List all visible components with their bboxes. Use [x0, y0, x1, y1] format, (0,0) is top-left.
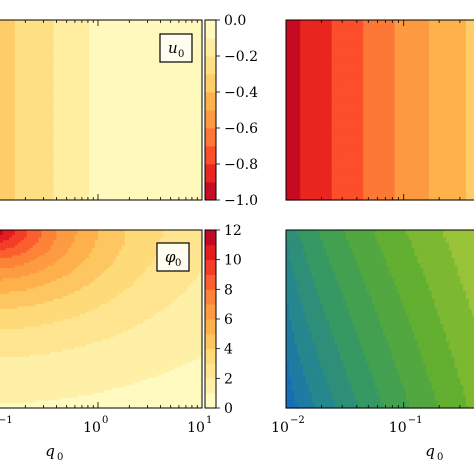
tick-exponent: 1: [206, 415, 212, 426]
panel-labels: u 0φ 0: [156, 33, 193, 272]
tick-mantissa: 10: [271, 420, 289, 436]
colorbar-band: [205, 38, 216, 57]
colorbar-band: [205, 244, 216, 261]
colorbar-tick-label: 0.0: [224, 13, 246, 29]
colorbar-frame: [204, 19, 217, 201]
plot-frame: [285, 19, 474, 201]
tick-exponent: −2: [290, 415, 305, 426]
colorbar-band: [205, 304, 216, 320]
label-text: φ: [165, 248, 176, 266]
tick-mantissa: 10: [83, 420, 101, 436]
colorbar-tick-label: 6: [224, 312, 233, 328]
colorbar-band: [205, 128, 216, 147]
colorbar-tick-label: −0.6: [224, 121, 258, 137]
colorbar-band: [205, 378, 216, 394]
colorbar-band: [205, 56, 216, 75]
colorbar-band: [205, 182, 216, 201]
colorbar-band: [205, 259, 216, 275]
tick-exponent: 0: [102, 415, 108, 426]
panel-bottom-right-contour: [285, 229, 474, 409]
colorbar-band: [205, 289, 216, 305]
colorbar-tick-label: −0.4: [224, 85, 258, 101]
colorbar-band: [205, 74, 216, 93]
tick-mantissa: 10: [389, 420, 407, 436]
colorbar-tick-label: 8: [224, 282, 233, 298]
tick-mantissa: 10: [187, 420, 205, 436]
xlabel-main: q: [425, 442, 435, 460]
colorbar-band: [205, 274, 216, 290]
colorbar-tick-label: 12: [224, 223, 242, 239]
label-text: u: [168, 39, 178, 57]
x-tick-label: 10 −2: [271, 415, 305, 436]
colorbar-band: [205, 110, 216, 129]
colorbar-tick-label: −1.0: [224, 193, 258, 209]
x-tick-label: 10−1: [0, 415, 13, 426]
x-tick-label: 10−1: [389, 415, 423, 436]
colorbar-band: [205, 333, 216, 350]
xlabel-sub: 0: [57, 452, 63, 463]
label-subscript: 0: [178, 49, 184, 60]
x-tick-label: 10 1: [187, 415, 212, 436]
colorbar-band: [205, 20, 216, 39]
colorbar-u0: 0.0 −0.2 −0.4 −0.6 −0.8 −1.0: [204, 13, 258, 209]
tick-exponent: −1: [0, 415, 13, 426]
xlabel-sub: 0: [437, 452, 443, 463]
colorbar-band: [205, 393, 216, 409]
panel-top-right-contour: [285, 19, 474, 201]
colorbar-band: [205, 348, 216, 364]
label-box: [159, 33, 193, 63]
label-subscript: 0: [175, 258, 181, 269]
panel-u0-contour: [0, 19, 203, 201]
xlabel-main: q: [45, 442, 55, 460]
colorbar-band: [205, 146, 216, 165]
colorbar-band: [205, 363, 216, 379]
colorbar-tick-label: 0: [224, 401, 233, 417]
colorbar-band: [205, 92, 216, 111]
colorbar-tick-label: 4: [224, 342, 233, 358]
colorbar-phi0: 12 10 8 6 4 2 0: [204, 223, 242, 417]
label-box: [156, 242, 190, 272]
colorbar-band: [205, 164, 216, 183]
colorbar-tick-label: −0.8: [224, 157, 258, 173]
colorbar-tick-label: 2: [224, 371, 233, 387]
x-tick-label: 10 0: [83, 415, 108, 436]
plot-frame: [285, 229, 474, 409]
tick-exponent: −1: [408, 415, 423, 426]
colorbar-tick-label: −0.2: [224, 49, 258, 65]
colorbar-band: [205, 230, 216, 246]
colorbar-band: [205, 319, 216, 335]
colorbar-tick-label: 10: [224, 253, 242, 269]
